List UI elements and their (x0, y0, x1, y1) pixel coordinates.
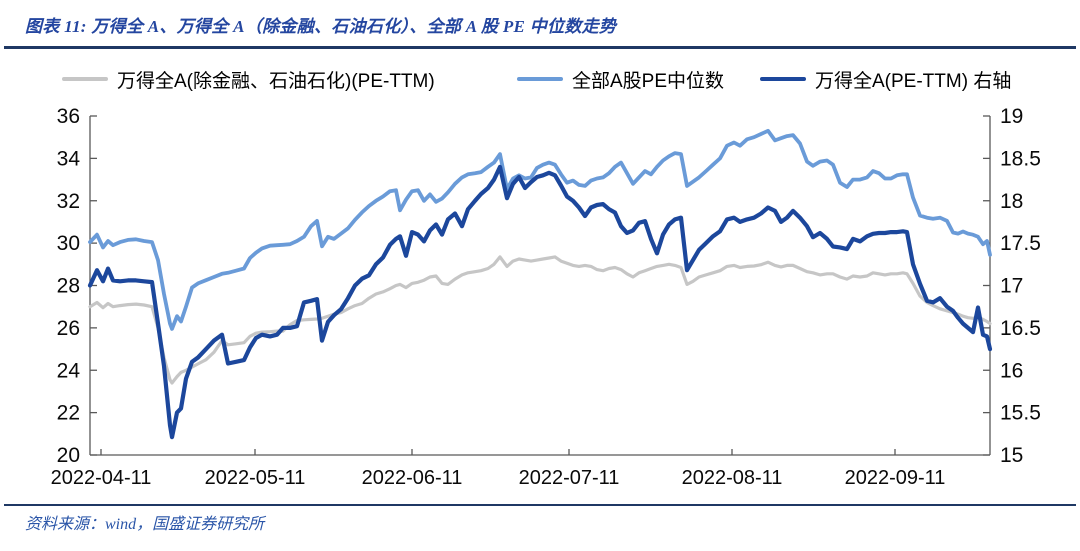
x-tick-label: 2022-09-11 (845, 467, 946, 489)
y-right-tick-label: 16.5 (1000, 317, 1041, 340)
y-left-tick-label: 22 (57, 402, 80, 425)
y-right-tick-label: 19 (1000, 105, 1023, 128)
x-tick-label: 2022-07-11 (519, 467, 620, 489)
y-left-tick-label: 28 (57, 275, 80, 298)
legend-item-darkblue: 万得全A(PE-TTM) 右轴 (760, 66, 1011, 92)
legend-label-darkblue: 万得全A(PE-TTM) 右轴 (815, 70, 1012, 92)
y-left-tick-label: 20 (57, 444, 80, 467)
y-right-tick-label: 17.5 (1000, 232, 1041, 255)
title-divider (4, 46, 1076, 49)
y-right-tick-label: 18 (1000, 190, 1023, 213)
y-left-tick-label: 30 (57, 232, 80, 255)
legend-label-lightblue: 全部A股PE中位数 (572, 70, 725, 92)
y-left-tick-label: 24 (57, 359, 81, 382)
x-tick-label: 2022-08-11 (682, 467, 783, 489)
chart-legend: 万得全A(除金融、石油石化)(PE-TTM) 全部A股PE中位数 万得全A(PE… (0, 66, 1080, 92)
source-note: 资料来源：wind，国盛证券研究所 (25, 516, 265, 533)
legend-label-gray: 万得全A(除金融、石油石化)(PE-TTM) (117, 70, 435, 92)
y-right-tick-label: 17 (1000, 275, 1023, 298)
legend-item-lightblue: 全部A股PE中位数 (517, 66, 724, 92)
y-left-tick-label: 36 (57, 105, 80, 128)
x-tick-label: 2022-05-11 (205, 467, 306, 489)
y-right-tick-label: 15.5 (1000, 402, 1041, 425)
x-tick-label: 2022-06-11 (362, 467, 463, 489)
y-left-tick-label: 32 (57, 190, 80, 213)
series-line-light (88, 128, 992, 331)
darkblue-line-swatch (760, 77, 806, 81)
y-right-tick-label: 18.5 (1000, 147, 1041, 170)
series-line-dark (87, 164, 993, 440)
y-left-tick-label: 34 (57, 147, 81, 170)
x-tick-label: 2022-04-11 (51, 467, 152, 489)
legend-item-gray: 万得全A(除金融、石油石化)(PE-TTM) (62, 66, 435, 92)
figure-title: 图表 11: 万得全 A、万得全 A（除金融、石油石化）、全部 A 股 PE 中… (25, 17, 617, 36)
lightblue-line-swatch (517, 77, 563, 81)
y-left-tick-label: 26 (57, 317, 80, 340)
y-right-tick-label: 16 (1000, 359, 1023, 382)
bottom-divider (4, 504, 1076, 506)
y-right-tick-label: 15 (1000, 444, 1023, 467)
gray-line-swatch (62, 77, 108, 81)
series-line-gray (88, 255, 992, 385)
